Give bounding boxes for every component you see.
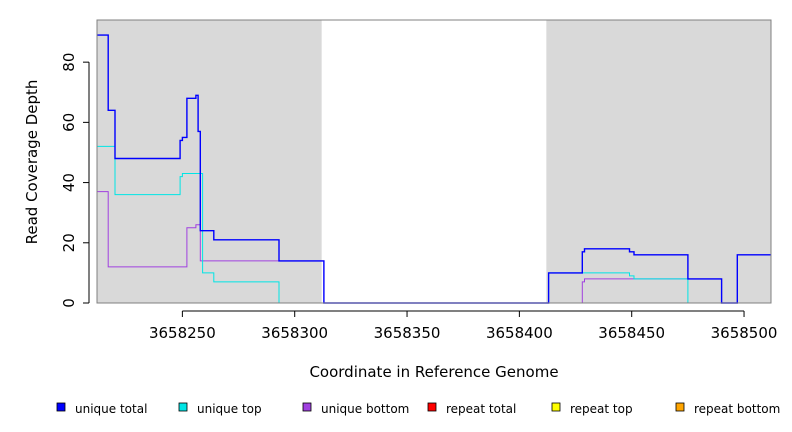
- legend-swatch: [178, 402, 188, 412]
- y-axis-title: Read Coverage Depth: [23, 80, 41, 245]
- y-axis: 0 20 40 60 80: [60, 53, 90, 308]
- legend-item: unique top: [178, 402, 262, 416]
- series-line-unique-top: [97, 145, 771, 304]
- legend-swatch: [427, 402, 437, 412]
- x-axis: 3658250 3658300 3658350 3658400 3658450 36585…: [149, 310, 778, 342]
- legend-label: repeat total: [446, 402, 516, 416]
- shaded-regions: [97, 20, 771, 303]
- legend-item: repeat total: [427, 402, 516, 416]
- legend-label: unique total: [75, 402, 147, 416]
- legend-item: repeat top: [551, 402, 633, 416]
- y-tick-label: 0: [60, 298, 78, 308]
- legend-item: repeat bottom: [675, 402, 780, 416]
- x-tick-label: 3658300: [261, 324, 328, 342]
- legend-item: unique total: [56, 402, 147, 416]
- x-tick-label: 3658350: [374, 324, 441, 342]
- x-axis-title: Coordinate in Reference Genome: [309, 363, 558, 381]
- x-tick-label: 3658400: [486, 324, 553, 342]
- legend-item: unique bottom: [302, 402, 409, 416]
- shaded-region-1: [97, 20, 322, 303]
- legend-label: repeat top: [570, 402, 633, 416]
- legend-label: unique top: [197, 402, 262, 416]
- y-tick-label: 40: [60, 173, 78, 192]
- legend-label: unique bottom: [321, 402, 409, 416]
- plot-frame: [96, 19, 772, 304]
- x-tick-label: 3658250: [149, 324, 216, 342]
- y-tick-label: 60: [60, 113, 78, 132]
- x-tick-label: 3658500: [711, 324, 778, 342]
- legend-swatch: [551, 402, 561, 412]
- legend-swatch: [302, 402, 312, 412]
- series-line-unique-total: [97, 34, 771, 304]
- legend-swatch: [56, 402, 66, 412]
- y-tick-label: 80: [60, 53, 78, 72]
- x-tick-label: 3658450: [598, 324, 665, 342]
- y-tick-label: 20: [60, 233, 78, 252]
- legend-label: repeat bottom: [694, 402, 780, 416]
- legend: unique total unique top unique bottom repea…: [56, 402, 780, 416]
- legend-swatch: [675, 402, 685, 412]
- shaded-region-2: [546, 20, 771, 303]
